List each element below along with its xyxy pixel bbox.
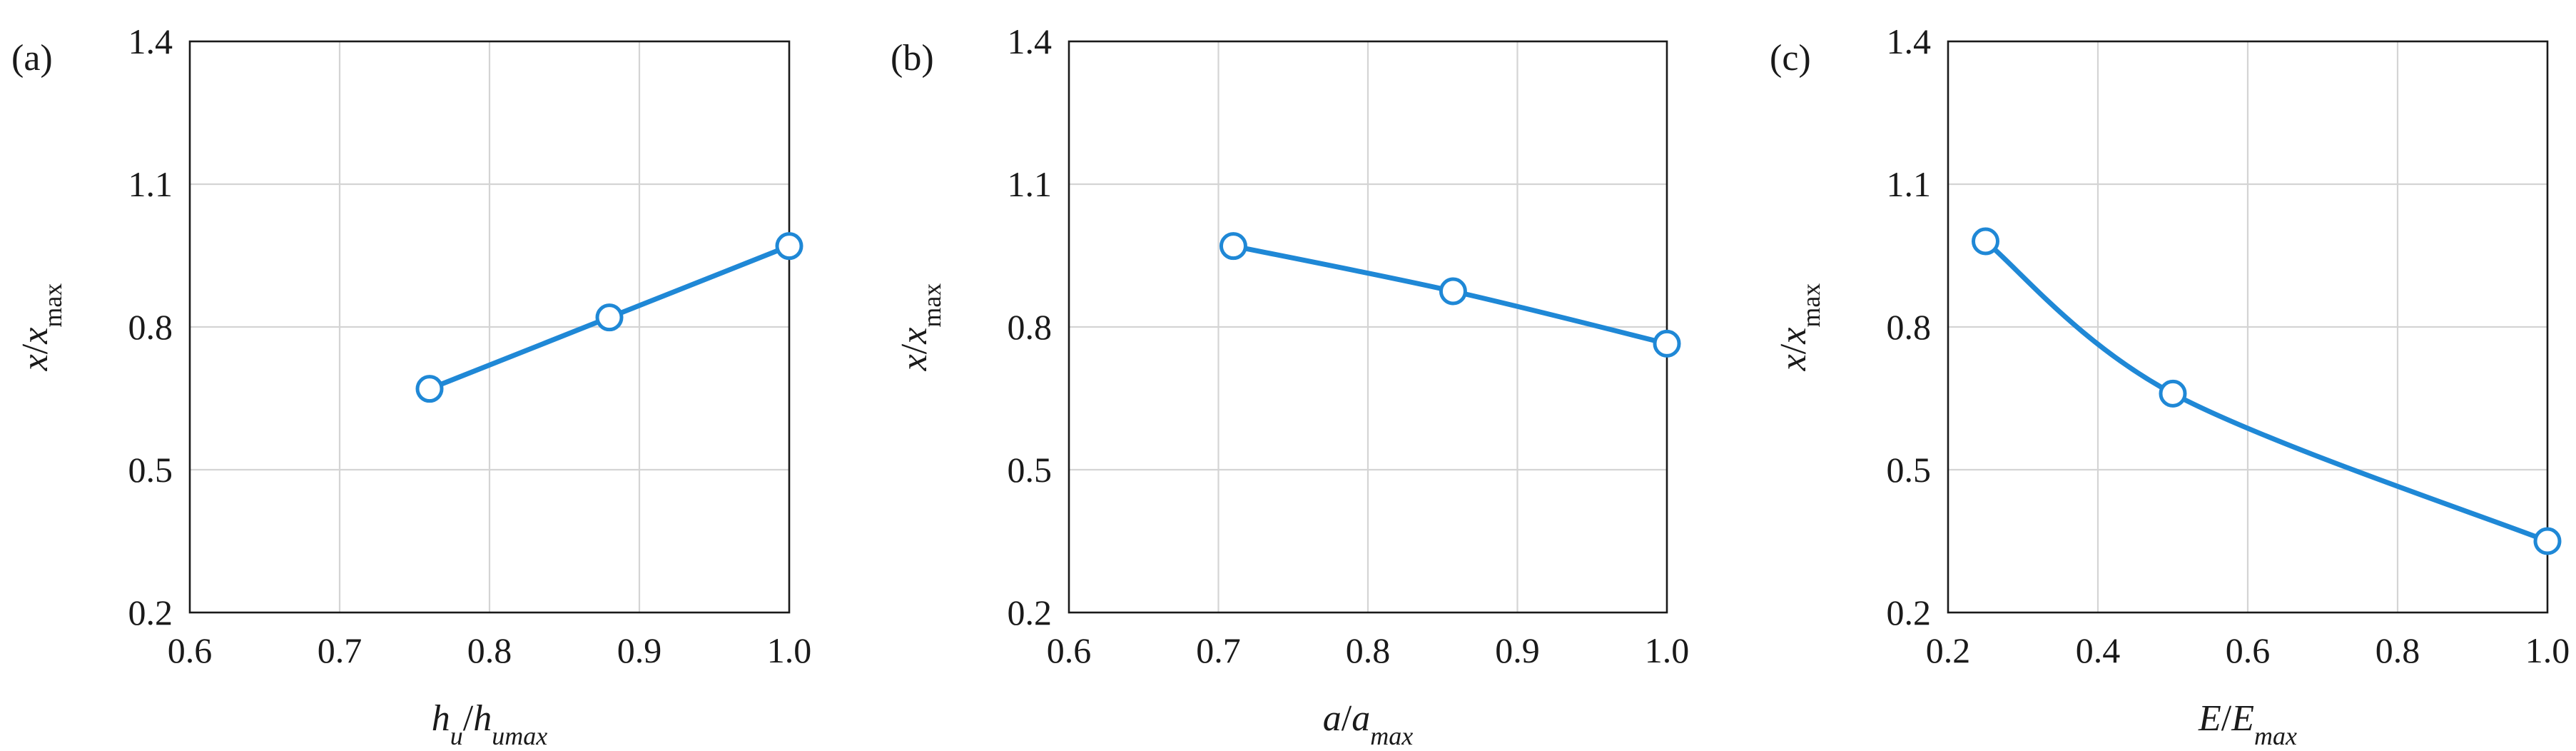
y-tick-label: 0.8: [128, 307, 173, 347]
x-tick-label: 0.7: [1196, 630, 1241, 670]
x-tick-label: 0.6: [2226, 630, 2271, 670]
panel-2: 0.6 0.7 0.8 0.9 1.0 0.2 0.5 0.8 1.1 1.4 (b) a/amax x…: [891, 21, 1689, 750]
data-point: [595, 303, 624, 332]
x-tick-label: 0.9: [617, 630, 662, 670]
x-tick-label: 0.6: [1047, 630, 1092, 670]
y-tick-label: 0.2: [128, 593, 173, 632]
data-point: [1653, 329, 1681, 358]
data-point: [1972, 227, 1999, 256]
x-tick-label: 1.0: [767, 630, 812, 670]
x-tick-label: 0.8: [467, 630, 512, 670]
y-axis-title: x/xmax: [1773, 283, 1825, 372]
y-tick-label: 0.5: [1008, 450, 1053, 490]
series-line: [1983, 238, 2550, 544]
y-tick-label: 0.8: [1887, 307, 1932, 347]
y-tick-label: 1.4: [128, 21, 173, 61]
data-point: [1439, 277, 1467, 306]
panel-label: (b): [891, 38, 934, 79]
panel-3: 0.2 0.4 0.6 0.8 1.0 0.2 0.5 0.8 1.1 1.4 (c) E/Emax x…: [1770, 21, 2570, 750]
y-axis-title: x/xmax: [15, 283, 67, 372]
data-point: [2533, 527, 2562, 555]
x-axis-title: E/Emax: [2198, 698, 2297, 750]
y-tick-label: 1.4: [1008, 21, 1053, 61]
x-axis-title: hu/humax: [432, 698, 547, 750]
y-tick-label: 1.1: [128, 164, 173, 204]
x-tick-label: 1.0: [1645, 630, 1690, 670]
data-point: [1219, 232, 1247, 261]
data-point: [415, 375, 444, 403]
data-point: [2159, 379, 2187, 408]
y-axis-title: x/xmax: [894, 283, 946, 372]
panel-1: 0.6 0.7 0.8 0.9 1.0 0.2 0.5 0.8 1.1 1.4 (a) hu/huma…: [11, 21, 811, 750]
y-tick-label: 0.5: [128, 450, 173, 490]
plot-frame: [1947, 40, 2549, 614]
x-tick-label: 0.7: [318, 630, 362, 670]
y-tick-label: 1.1: [1887, 164, 1932, 204]
x-tick-label: 0.8: [1346, 630, 1391, 670]
x-axis-title: a/amax: [1323, 698, 1413, 750]
plot-frame: [1068, 40, 1668, 614]
x-tick-label: 0.8: [2375, 630, 2420, 670]
y-tick-label: 1.1: [1008, 164, 1053, 204]
plot-frame: [188, 40, 791, 614]
x-tick-label: 0.9: [1495, 630, 1540, 670]
panel-label: (a): [11, 38, 53, 79]
y-tick-label: 0.8: [1008, 307, 1053, 347]
x-tick-label: 1.0: [2525, 630, 2570, 670]
panel-label: (c): [1770, 38, 1811, 79]
y-tick-label: 0.2: [1887, 593, 1932, 632]
x-tick-label: 0.4: [2076, 630, 2121, 670]
y-tick-label: 1.4: [1887, 21, 1932, 61]
data-point: [775, 232, 803, 261]
x-tick-label: 0.2: [1926, 630, 1971, 670]
y-tick-label: 0.5: [1887, 450, 1932, 490]
y-tick-label: 0.2: [1008, 593, 1053, 632]
x-tick-label: 0.6: [168, 630, 213, 670]
